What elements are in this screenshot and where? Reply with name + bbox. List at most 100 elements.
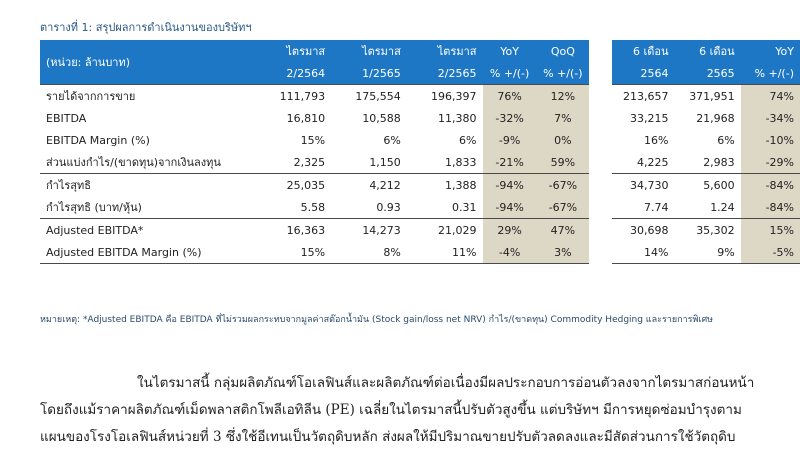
table-cell: 1,833 — [406, 151, 483, 174]
table-cell: 74% — [740, 84, 800, 107]
table-cell: -29% — [740, 151, 800, 174]
col-header-bottom: % +/(-) — [536, 62, 589, 85]
column-gap — [589, 84, 613, 107]
table-cell: -67% — [536, 173, 589, 196]
table-cell: 35,302 — [674, 218, 741, 241]
row-label: กำไรสุทธิ — [46, 179, 91, 192]
table-row: รายได้จากการขาย 111,793 175,554 196,397 … — [40, 84, 800, 107]
table-cell: 15% — [300, 133, 326, 147]
column-gap — [589, 62, 613, 85]
unit-label: (หน่วย: ล้านบาท) — [40, 40, 257, 85]
table-cell: 16% — [644, 133, 669, 147]
col-header-top: YoY — [482, 40, 537, 62]
table-cell: 6% — [459, 133, 477, 147]
table-cell: 11% — [406, 241, 483, 264]
table-cell: -5% — [740, 241, 800, 264]
column-gap — [589, 40, 613, 62]
table-cell: 213,657 — [612, 84, 675, 107]
col-header-top: 6 เดือน — [674, 40, 741, 62]
table-cell: 5,600 — [703, 178, 735, 192]
table-cell: 30,698 — [612, 218, 675, 241]
table-cell: -94% — [482, 196, 537, 219]
col-header-bottom: 2565 — [674, 62, 741, 85]
table-cell: 5.58 — [300, 200, 326, 214]
table-cell: 175,554 — [331, 84, 407, 107]
paragraph-line: ในไตรมาสนี้ กลุ่มผลิตภัณฑ์โอเลฟินส์และผล… — [137, 375, 755, 391]
column-gap — [589, 129, 613, 151]
table-row: กำไรสุทธิ 25,035 4,212 1,388 -94% -67% 3… — [40, 173, 800, 196]
table-cell: 76% — [482, 84, 537, 107]
table-cell: -21% — [482, 151, 537, 174]
column-gap — [589, 173, 613, 196]
table-row: Adjusted EBITDA Margin (%) 15% 8% 11% -4… — [40, 241, 800, 264]
table-cell: 4,212 — [369, 178, 401, 192]
table-cell: 8% — [331, 241, 407, 264]
table-cell: 7% — [536, 107, 589, 129]
table-cell: 0% — [536, 129, 589, 151]
table-cell: 10,588 — [362, 111, 401, 125]
table-cell: -32% — [482, 107, 537, 129]
table-cell: -10% — [740, 129, 800, 151]
col-header-bottom: 2564 — [612, 62, 675, 85]
header-row-top: (หน่วย: ล้านบาท) ไตรมาส ไตรมาส ไตรมาส Yo… — [40, 40, 800, 85]
row-label: รายได้จากการขาย — [40, 84, 257, 107]
row-label: EBITDA Margin (%) — [46, 133, 150, 147]
col-header-bottom: 1/2565 — [331, 62, 407, 85]
table-cell: 1.24 — [710, 200, 735, 214]
row-label: Adjusted EBITDA* — [40, 218, 257, 241]
column-gap — [589, 241, 613, 264]
table-cell: 371,951 — [674, 84, 741, 107]
row-label: Adjusted EBITDA Margin (%) — [40, 241, 257, 264]
table-cell: -9% — [482, 129, 537, 151]
financial-summary-table: (หน่วย: ล้านบาท) ไตรมาส ไตรมาส ไตรมาส Yo… — [40, 40, 800, 264]
table-row: EBITDA Margin (%) 15% 6% 6% -9% 0% 16% 6… — [40, 129, 800, 151]
col-header-bottom: % +/(-) — [482, 62, 537, 85]
table-cell: 47% — [536, 218, 589, 241]
table-cell: 1,150 — [331, 151, 407, 174]
table-cell: 21,968 — [696, 111, 735, 125]
table-cell: 15% — [256, 241, 332, 264]
header-row-bottom: 2/2564 1/2565 2/2565 % +/(-) % +/(-) 256… — [40, 62, 800, 85]
table-cell: 196,397 — [406, 84, 483, 107]
table-cell: 6% — [717, 133, 735, 147]
column-gap — [589, 196, 613, 219]
table-cell: -84% — [740, 173, 800, 196]
table-cell: 29% — [482, 218, 537, 241]
col-header-top: ไตรมาส — [256, 40, 332, 62]
table-cell: 9% — [674, 241, 741, 264]
footnote: หมายเหตุ: *Adjusted EBITDA คือ EBITDA ที… — [40, 315, 714, 325]
col-header-top: ไตรมาส — [406, 40, 483, 62]
body-paragraph: ในไตรมาสนี้ กลุ่มผลิตภัณฑ์โอเลฟินส์และผล… — [40, 370, 762, 451]
table-cell: -94% — [482, 173, 537, 196]
row-label: กำไรสุทธิ (บาท/หุ้น) — [46, 201, 142, 214]
table-cell: -4% — [482, 241, 537, 264]
table-cell: 15% — [740, 218, 800, 241]
table-cell: -67% — [536, 196, 589, 219]
row-label: EBITDA — [46, 111, 87, 125]
table-cell: 16,363 — [256, 218, 332, 241]
col-header-bottom: % +/(-) — [740, 62, 800, 85]
column-gap — [589, 107, 613, 129]
table-cell: 0.93 — [376, 200, 401, 214]
table-cell: -34% — [740, 107, 800, 129]
table-cell: 33,215 — [629, 111, 669, 125]
table-row: กำไรสุทธิ (บาท/หุ้น) 5.58 0.93 0.31 -94%… — [40, 196, 800, 219]
column-gap — [589, 218, 613, 241]
table-row: Adjusted EBITDA* 16,363 14,273 21,029 29… — [40, 218, 800, 241]
table-cell: 34,730 — [629, 178, 669, 192]
table-cell: -84% — [740, 196, 800, 219]
col-header-top: 6 เดือน — [612, 40, 675, 62]
table-cell: 6% — [383, 133, 401, 147]
paragraph-line: แผนของโรงโอเลฟินส์หน่วยที่ 3 ซึ่งใช้อีเท… — [40, 429, 736, 445]
col-header-top: YoY — [740, 40, 800, 62]
table-cell: 11,380 — [438, 111, 477, 125]
table-cell: 2,325 — [256, 151, 332, 174]
table-cell: 21,029 — [406, 218, 483, 241]
table-cell: 4,225 — [612, 151, 675, 174]
table-cell: 14% — [612, 241, 675, 264]
table-cell: 1,388 — [445, 178, 477, 192]
table-cell: 12% — [536, 84, 589, 107]
table-cell: 16,810 — [286, 111, 326, 125]
row-label: ส่วนแบ่งกำไร/(ขาดทุน)จากเงินลงทุน — [40, 151, 257, 174]
table-cell: 0.31 — [452, 200, 477, 214]
